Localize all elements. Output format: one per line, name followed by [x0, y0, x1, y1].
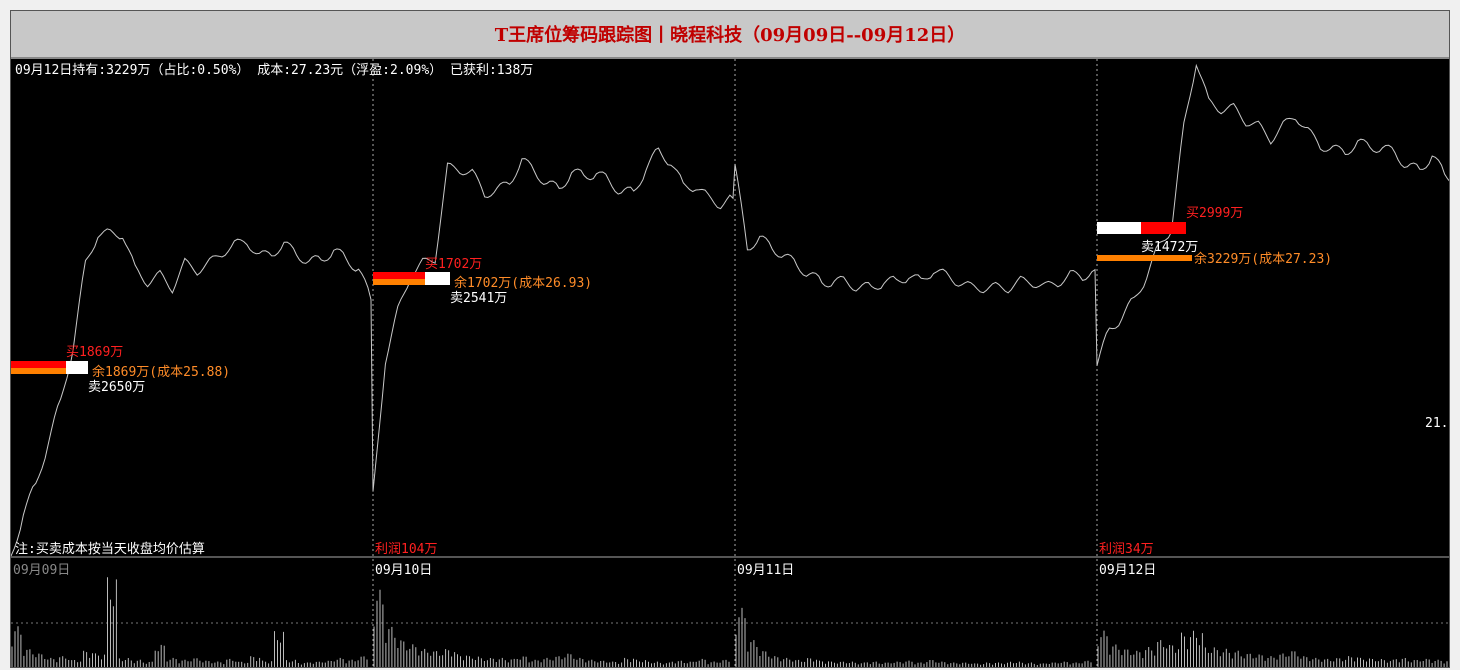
price-line — [11, 63, 1449, 557]
sell-label: 卖1472万 — [1141, 240, 1198, 255]
chart-canvas: 09月12日持有:3229万（占比:0.50%） 成本:27.23元（浮盈:2.… — [11, 59, 1449, 667]
buy-bar — [11, 361, 66, 368]
price-axis-label: 21. — [1425, 416, 1448, 431]
holding-summary: 09月12日持有:3229万（占比:0.50%） 成本:27.23元（浮盈:2.… — [15, 63, 533, 78]
sell-label: 卖2650万 — [88, 380, 145, 395]
x-tick-label: 09月09日 — [13, 563, 70, 578]
buy-label: 买1702万 — [425, 257, 482, 272]
remain-label: 余1702万(成本26.93) — [454, 275, 592, 291]
footnote: 注:买卖成本按当天收盘均价估算 — [15, 541, 205, 557]
remain-label: 余1869万(成本25.88) — [92, 364, 230, 380]
buy-bar — [1141, 222, 1186, 234]
buy-bar — [373, 272, 425, 279]
chart-title: T王席位筹码跟踪图丨晓程科技（09月09日--09月12日） — [11, 11, 1449, 59]
profit-label: 利润34万 — [1099, 542, 1154, 557]
remain-bar — [373, 279, 425, 285]
remain-label: 余3229万(成本27.23) — [1194, 251, 1332, 267]
sell-bar — [425, 272, 450, 285]
x-tick-label: 09月10日 — [375, 563, 432, 578]
profit-label: 利润104万 — [375, 542, 437, 557]
remain-bar — [11, 368, 66, 374]
buy-label: 买1869万 — [66, 345, 123, 360]
buy-label: 买2999万 — [1186, 206, 1243, 221]
remain-bar — [1097, 255, 1192, 261]
x-tick-label: 09月11日 — [737, 563, 794, 578]
x-tick-label: 09月12日 — [1099, 563, 1156, 578]
sell-label: 卖2541万 — [450, 291, 507, 306]
sell-bar — [66, 361, 88, 374]
sell-bar — [1097, 222, 1141, 234]
chart-frame: T王席位筹码跟踪图丨晓程科技（09月09日--09月12日） 09月12日持有:… — [10, 10, 1450, 668]
